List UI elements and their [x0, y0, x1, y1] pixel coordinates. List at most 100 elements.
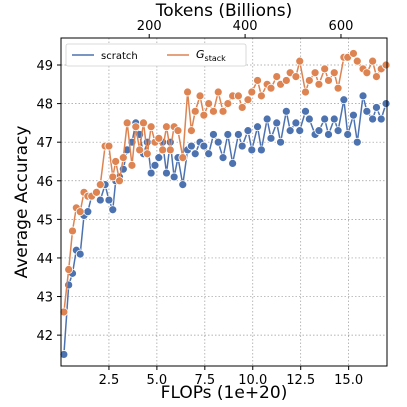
data-point: [158, 145, 168, 155]
data-point: [339, 95, 349, 105]
data-point: [115, 176, 124, 186]
data-point: [165, 137, 175, 147]
x-axis-label: FLOPs (1e+20): [161, 383, 288, 403]
data-point: [295, 56, 305, 66]
data-point: [204, 149, 214, 159]
y-tick-label: 47: [36, 136, 53, 151]
data-point: [190, 149, 200, 159]
data-point: [154, 153, 164, 163]
data-point: [131, 122, 141, 132]
data-point: [108, 172, 118, 182]
data-point: [59, 307, 69, 317]
data-point: [233, 130, 243, 139]
data-point: [272, 72, 282, 81]
data-point: [223, 99, 233, 108]
data-point: [362, 68, 372, 78]
data-point: [237, 141, 247, 151]
data-point: [111, 157, 121, 166]
data-point: [281, 76, 291, 85]
data-point: [329, 68, 339, 78]
data-point: [59, 350, 69, 359]
data-point: [209, 106, 218, 116]
data-point: [108, 205, 118, 215]
x-tick-label: 2.5: [99, 373, 120, 388]
data-point: [376, 114, 386, 124]
data-point: [253, 122, 262, 132]
data-point: [329, 114, 339, 124]
y-tick-label: 46: [36, 175, 53, 190]
series-layer: [59, 49, 391, 359]
data-point: [253, 76, 262, 85]
data-point: [139, 118, 148, 128]
data-point: [362, 106, 372, 116]
data-point: [162, 122, 171, 132]
x-tick-label: 15.0: [334, 373, 363, 388]
data-point: [381, 99, 391, 108]
data-point: [118, 153, 128, 163]
data-point: [256, 91, 266, 101]
x-tick-label: 10.0: [238, 373, 267, 388]
data-point: [237, 103, 247, 112]
plot-frame: [60, 37, 388, 367]
axis-ticks: 2.5 5.0 7.5 10.0 12.5 15.0 42 43 44 45 46 47 48 49 200…: [36, 19, 363, 388]
data-point: [178, 153, 188, 163]
top-axis-label: Tokens (Billions): [155, 1, 292, 21]
data-point: [209, 130, 218, 139]
y-tick-label: 48: [36, 98, 53, 113]
data-point: [358, 91, 368, 101]
data-point: [127, 160, 137, 170]
data-point: [247, 145, 257, 155]
y-tick-label: 43: [36, 291, 53, 306]
data-point: [349, 49, 358, 58]
data-point: [64, 265, 74, 274]
data-point: [75, 207, 85, 217]
data-point: [381, 60, 391, 70]
data-point: [352, 56, 362, 66]
data-point: [272, 118, 282, 128]
data-point: [142, 137, 152, 147]
data-point: [262, 114, 272, 124]
data-point: [122, 145, 132, 155]
data-point: [314, 126, 324, 136]
data-point: [190, 106, 200, 116]
data-point: [146, 122, 156, 132]
top-tick-label: 600: [329, 19, 354, 34]
data-point: [150, 160, 160, 170]
data-point: [352, 137, 362, 147]
data-point: [218, 106, 228, 116]
legend-label-scratch: scratch: [101, 51, 138, 62]
data-point: [266, 133, 276, 143]
data-point: [301, 106, 310, 116]
data-point: [186, 141, 196, 151]
data-point: [291, 72, 301, 81]
data-point: [135, 145, 145, 155]
data-point: [104, 195, 114, 205]
data-point: [276, 137, 285, 147]
data-point: [228, 159, 238, 168]
legend: scratch Gstack: [65, 43, 247, 67]
legend-label-gstack: Gstack: [196, 48, 226, 63]
y-axis-label: Average Accuracy: [12, 126, 32, 279]
x-tick-label: 12.5: [286, 373, 315, 388]
data-point: [199, 141, 209, 151]
data-point: [218, 153, 228, 163]
data-point: [281, 106, 291, 116]
data-point: [295, 126, 305, 136]
data-point: [64, 280, 74, 290]
top-tick-label: 200: [137, 19, 162, 34]
data-point: [178, 180, 188, 190]
y-tick-label: 42: [36, 329, 53, 344]
data-point: [320, 114, 330, 124]
data-point: [324, 76, 333, 85]
data-point: [122, 118, 132, 128]
data-point: [256, 145, 266, 155]
series-gstack: [59, 49, 391, 317]
data-point: [304, 76, 314, 85]
data-point: [349, 110, 358, 120]
data-point: [333, 126, 343, 136]
y-tick-label: 44: [36, 252, 53, 267]
data-point: [223, 130, 233, 139]
data-point: [343, 130, 353, 139]
data-point: [314, 79, 324, 89]
data-point: [320, 64, 330, 74]
